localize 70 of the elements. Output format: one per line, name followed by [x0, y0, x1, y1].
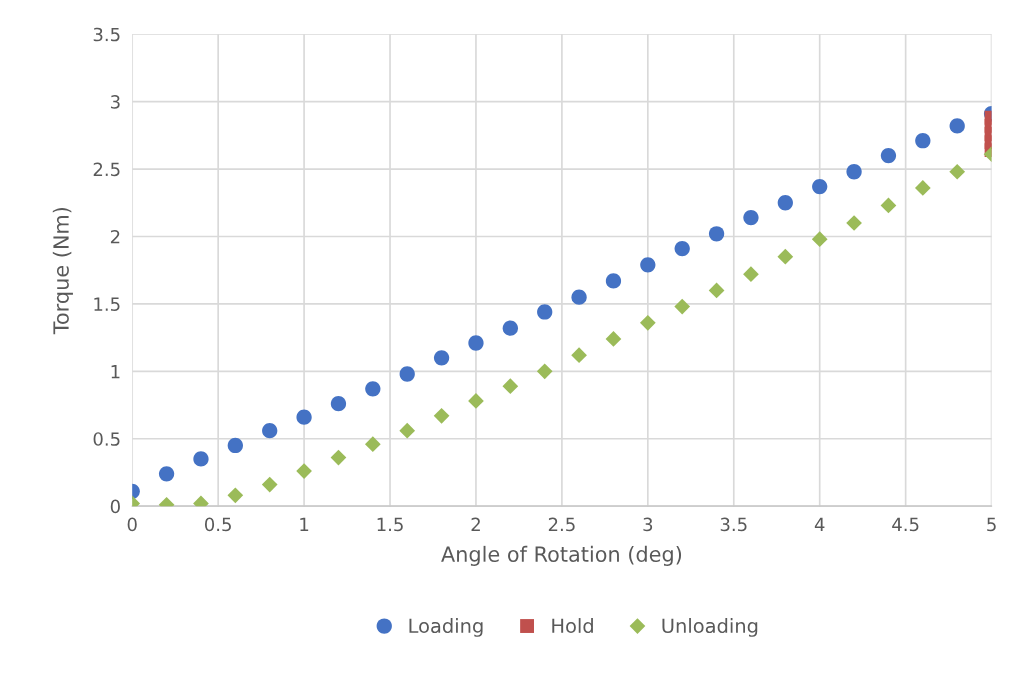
point — [227, 487, 244, 504]
y-tick-label: 3 — [110, 95, 120, 109]
x-tick-label: 0 — [127, 517, 137, 532]
y-tick-label: 1 — [111, 365, 120, 379]
legend-label: Loading — [409, 618, 483, 637]
y-tick-label: 0.5 — [93, 432, 120, 446]
point — [468, 335, 484, 351]
point — [502, 378, 519, 394]
point — [674, 298, 691, 315]
point — [949, 118, 965, 134]
point — [571, 289, 587, 305]
point — [846, 164, 862, 180]
point — [502, 320, 518, 336]
point — [674, 240, 690, 257]
y-tick-label: 2.5 — [93, 162, 120, 177]
point — [261, 476, 278, 493]
point — [605, 273, 622, 289]
point — [812, 178, 828, 195]
x-axis-title: Angle of Rotation (deg) — [441, 545, 682, 567]
legend-label: Unloading — [662, 618, 758, 637]
x-tick-label: 5 — [987, 517, 996, 532]
point — [605, 331, 622, 347]
point — [330, 396, 347, 412]
point — [571, 347, 587, 363]
point — [433, 350, 450, 366]
point — [777, 248, 794, 265]
x-tick-label: 4 — [814, 517, 825, 531]
point — [777, 195, 793, 211]
point — [743, 209, 759, 226]
point — [708, 282, 725, 299]
point — [915, 133, 931, 149]
point — [296, 463, 312, 479]
y-axis-title: Torque (Nm) — [52, 207, 73, 335]
y-tick-label: 3.5 — [93, 27, 120, 42]
point — [811, 231, 828, 248]
point — [880, 197, 897, 214]
x-tick-label: 2 — [471, 517, 480, 531]
point — [433, 407, 450, 424]
legend-label: Hold — [552, 618, 593, 634]
point — [743, 266, 759, 283]
point — [536, 363, 553, 380]
point — [296, 409, 312, 425]
x-tick-label: 4.5 — [892, 517, 919, 532]
y-tick-label: 0 — [110, 499, 120, 514]
point — [880, 147, 897, 164]
point — [914, 180, 931, 196]
x-tick-label: 2.5 — [548, 517, 575, 532]
x-tick-label: 1.5 — [377, 517, 403, 532]
point — [364, 436, 381, 452]
y-tick-label: 1.5 — [94, 297, 120, 312]
point — [468, 393, 484, 409]
point — [158, 466, 175, 482]
point — [846, 215, 862, 231]
point — [708, 226, 725, 242]
point — [639, 314, 656, 331]
point — [227, 437, 243, 454]
x-tick-label: 1 — [300, 517, 309, 531]
x-tick-label: 3 — [643, 517, 653, 532]
point — [640, 257, 656, 273]
point — [262, 423, 278, 439]
point — [399, 366, 415, 382]
point — [193, 451, 209, 467]
point — [537, 304, 553, 320]
y-tick-label: 2 — [110, 229, 120, 244]
point — [330, 449, 347, 466]
x-tick-label: 0.5 — [204, 517, 231, 532]
x-tick-label: 3.5 — [720, 517, 747, 532]
point — [949, 163, 966, 180]
point — [365, 381, 381, 397]
point — [399, 422, 416, 439]
